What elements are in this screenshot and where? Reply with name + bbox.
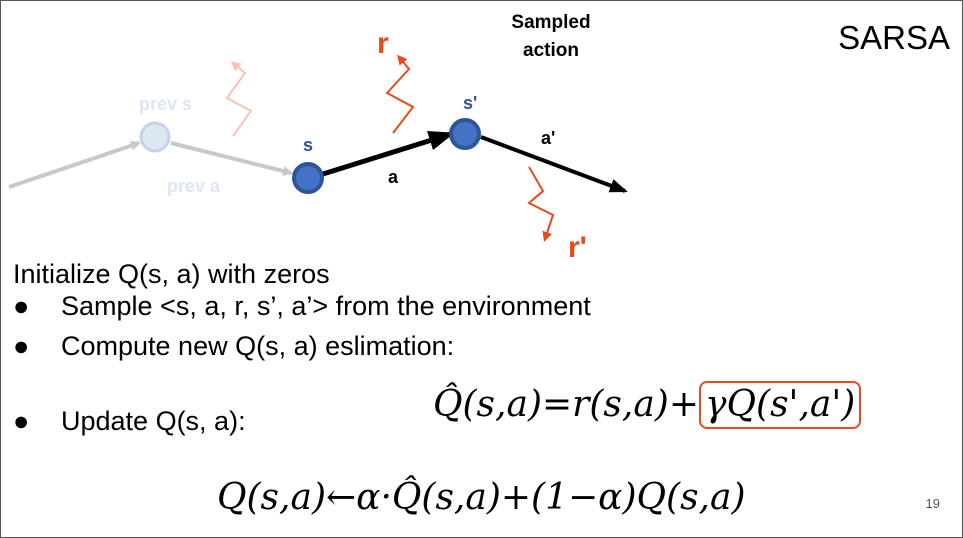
next-state-node: [449, 118, 481, 150]
bullet-dot: ●: [13, 331, 30, 361]
prev-s-label: prev s: [139, 94, 192, 114]
bullet-update: ● Update Q(s, a):: [13, 406, 246, 437]
reward-zigzag: [385, 54, 415, 134]
next-reward-zigzag: [527, 166, 555, 242]
sarsa-diagram: prev s prev a s a s' a' r r': [8, 27, 628, 261]
a-prime-arrow: [480, 135, 628, 193]
sampled-action-line2: action: [523, 40, 579, 61]
q-hat-formula-left: Q̂(s,a)=r(s,a)+: [433, 384, 699, 425]
bullet-text: Update Q(s, a):: [61, 406, 246, 436]
prev-reward-zigzag: [225, 61, 253, 137]
init-line: Initialize Q(s, a) with zeros: [13, 259, 330, 289]
bullet-compute: ● Compute new Q(s, a) eslimation:: [13, 331, 454, 362]
bullet-text: Sample <s, a, r, s’, a’> from the enviro…: [61, 291, 591, 321]
bullet-text: Compute new Q(s, a) eslimation:: [61, 331, 455, 361]
slide-title: SARSA: [838, 19, 950, 56]
state-node: [292, 162, 324, 194]
sampled-action-label: Sampled action: [491, 9, 611, 65]
r-label: r: [377, 27, 389, 60]
s-label: s: [303, 135, 313, 155]
a-arrow: [322, 131, 455, 177]
bullet-dot: ●: [13, 291, 30, 321]
r-prime-label: r': [568, 231, 587, 261]
a-label: a: [388, 167, 399, 187]
q-hat-formula: Q̂(s,a)=r(s,a)+ γQ(s',a'): [433, 381, 862, 429]
prev-a-label: prev a: [167, 176, 221, 196]
sampled-action-line1: Sampled: [511, 12, 591, 33]
update-formula: Q(s,a)←α·Q̂(s,a)+(1−α)Q(s,a): [217, 477, 746, 518]
bullet-sample: ● Sample <s, a, r, s’, a’> from the envir…: [13, 291, 591, 322]
prev-a-arrow: [170, 141, 293, 176]
bullet-dot: ●: [13, 406, 30, 436]
incoming-arrow: [8, 140, 141, 189]
content-block: Initialize Q(s, a) with zeros: [13, 255, 330, 293]
highlighted-term: γQ(s',a'): [705, 384, 856, 425]
prev-state-node: [139, 121, 171, 153]
a-prime-label: a': [541, 128, 555, 148]
s-prime-label: s': [463, 93, 477, 113]
highlighted-term-box: γQ(s',a'): [699, 381, 862, 429]
page-number: 19: [925, 496, 940, 511]
